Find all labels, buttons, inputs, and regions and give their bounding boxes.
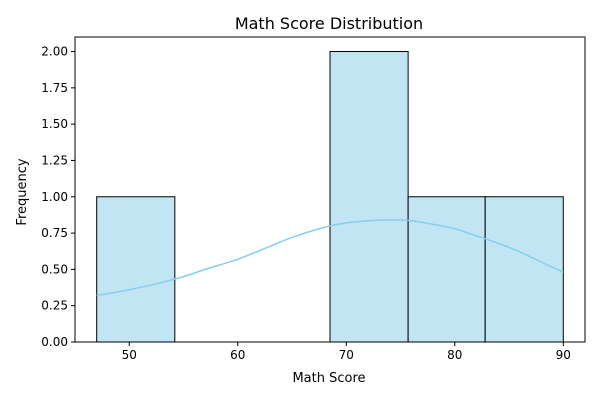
y-tick-label: 0.50 bbox=[41, 262, 68, 276]
x-axis-ticks: 50 60 70 80 90 bbox=[122, 342, 571, 362]
y-tick-label: 2.00 bbox=[41, 45, 68, 59]
y-axis-label: Frequency bbox=[15, 158, 30, 225]
y-tick-label: 0.00 bbox=[41, 335, 68, 349]
x-tick-label: 90 bbox=[556, 348, 571, 362]
y-axis-ticks: 0.00 0.25 0.50 0.75 1.00 1.25 1.50 1.75 2.00 bbox=[41, 45, 75, 349]
histogram-bar-3 bbox=[329, 51, 409, 343]
y-tick-label: 1.75 bbox=[41, 81, 68, 95]
x-tick-label: 60 bbox=[230, 348, 245, 362]
histogram-bar-0 bbox=[96, 196, 176, 343]
histogram-bar-5 bbox=[484, 196, 564, 343]
x-tick-label: 80 bbox=[447, 348, 462, 362]
x-axis-label: Math Score bbox=[292, 371, 365, 386]
x-tick-label: 70 bbox=[339, 348, 354, 362]
y-tick-label: 1.50 bbox=[41, 117, 68, 131]
histogram-bar-4 bbox=[407, 196, 486, 343]
x-tick-label: 50 bbox=[122, 348, 137, 362]
y-tick-label: 1.00 bbox=[41, 190, 68, 204]
plot-frame bbox=[74, 36, 586, 343]
histogram-bars bbox=[96, 51, 564, 343]
y-tick-label: 0.25 bbox=[41, 299, 68, 313]
y-tick-label: 1.25 bbox=[41, 153, 68, 167]
y-tick-label: 0.75 bbox=[41, 226, 68, 240]
kde-curve bbox=[96, 219, 564, 297]
chart-title: Math Score Distribution bbox=[235, 14, 423, 33]
